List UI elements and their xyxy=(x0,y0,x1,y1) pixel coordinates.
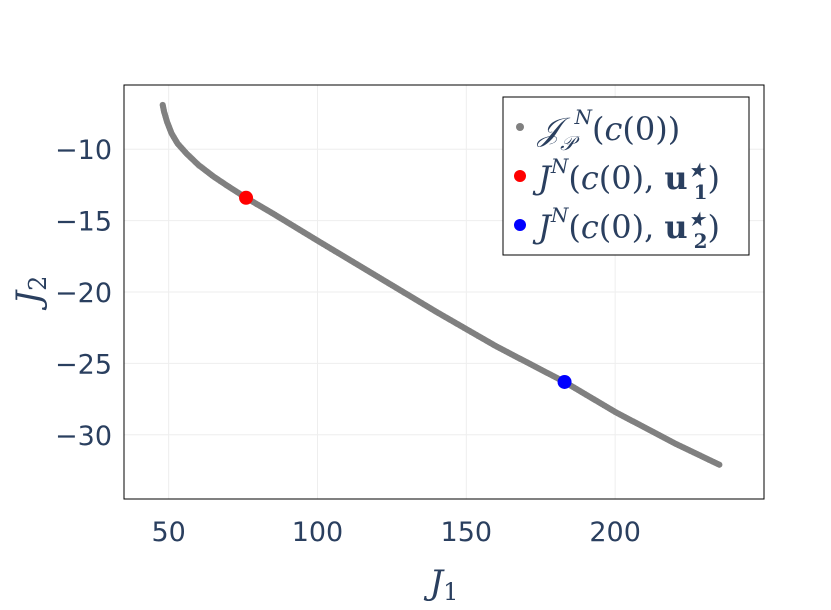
series-1 xyxy=(239,190,254,205)
legend-box xyxy=(502,96,750,256)
y-tick-label: −15 xyxy=(55,207,112,238)
x-axis-title: J1 xyxy=(424,563,459,606)
y-tick-label: −30 xyxy=(55,421,112,452)
series-2 xyxy=(557,374,572,389)
x-tick-label: 200 xyxy=(589,517,641,548)
legend: 𝒥𝒫N(c(0)) JN(c(0), u★ 1) JN(c(0), u★ 2) xyxy=(502,96,750,256)
data-series xyxy=(159,101,723,468)
x-tick-label: 100 xyxy=(292,517,344,548)
legend-marker-u2 xyxy=(514,219,526,231)
x-tick-label: 150 xyxy=(441,517,493,548)
plot-area-border xyxy=(123,84,765,500)
y-tick-label: −20 xyxy=(55,278,112,309)
y-tick-labels: −10 −15 −20 −25 −30 xyxy=(55,135,112,452)
y-tick-label: −10 xyxy=(55,135,112,166)
y-tick-label: −25 xyxy=(55,349,112,380)
x-tick-label: 50 xyxy=(151,517,185,548)
legend-marker-u1 xyxy=(514,170,526,182)
pareto-point xyxy=(716,461,723,468)
point-u1 xyxy=(239,190,254,205)
x-tick-labels: 50 100 150 200 xyxy=(151,517,640,548)
y-axis-title: J2 xyxy=(9,276,52,311)
legend-label-pareto: 𝒥𝒫N(c(0)) xyxy=(536,105,680,155)
point-u2 xyxy=(557,374,572,389)
legend-marker-pareto xyxy=(516,123,524,131)
